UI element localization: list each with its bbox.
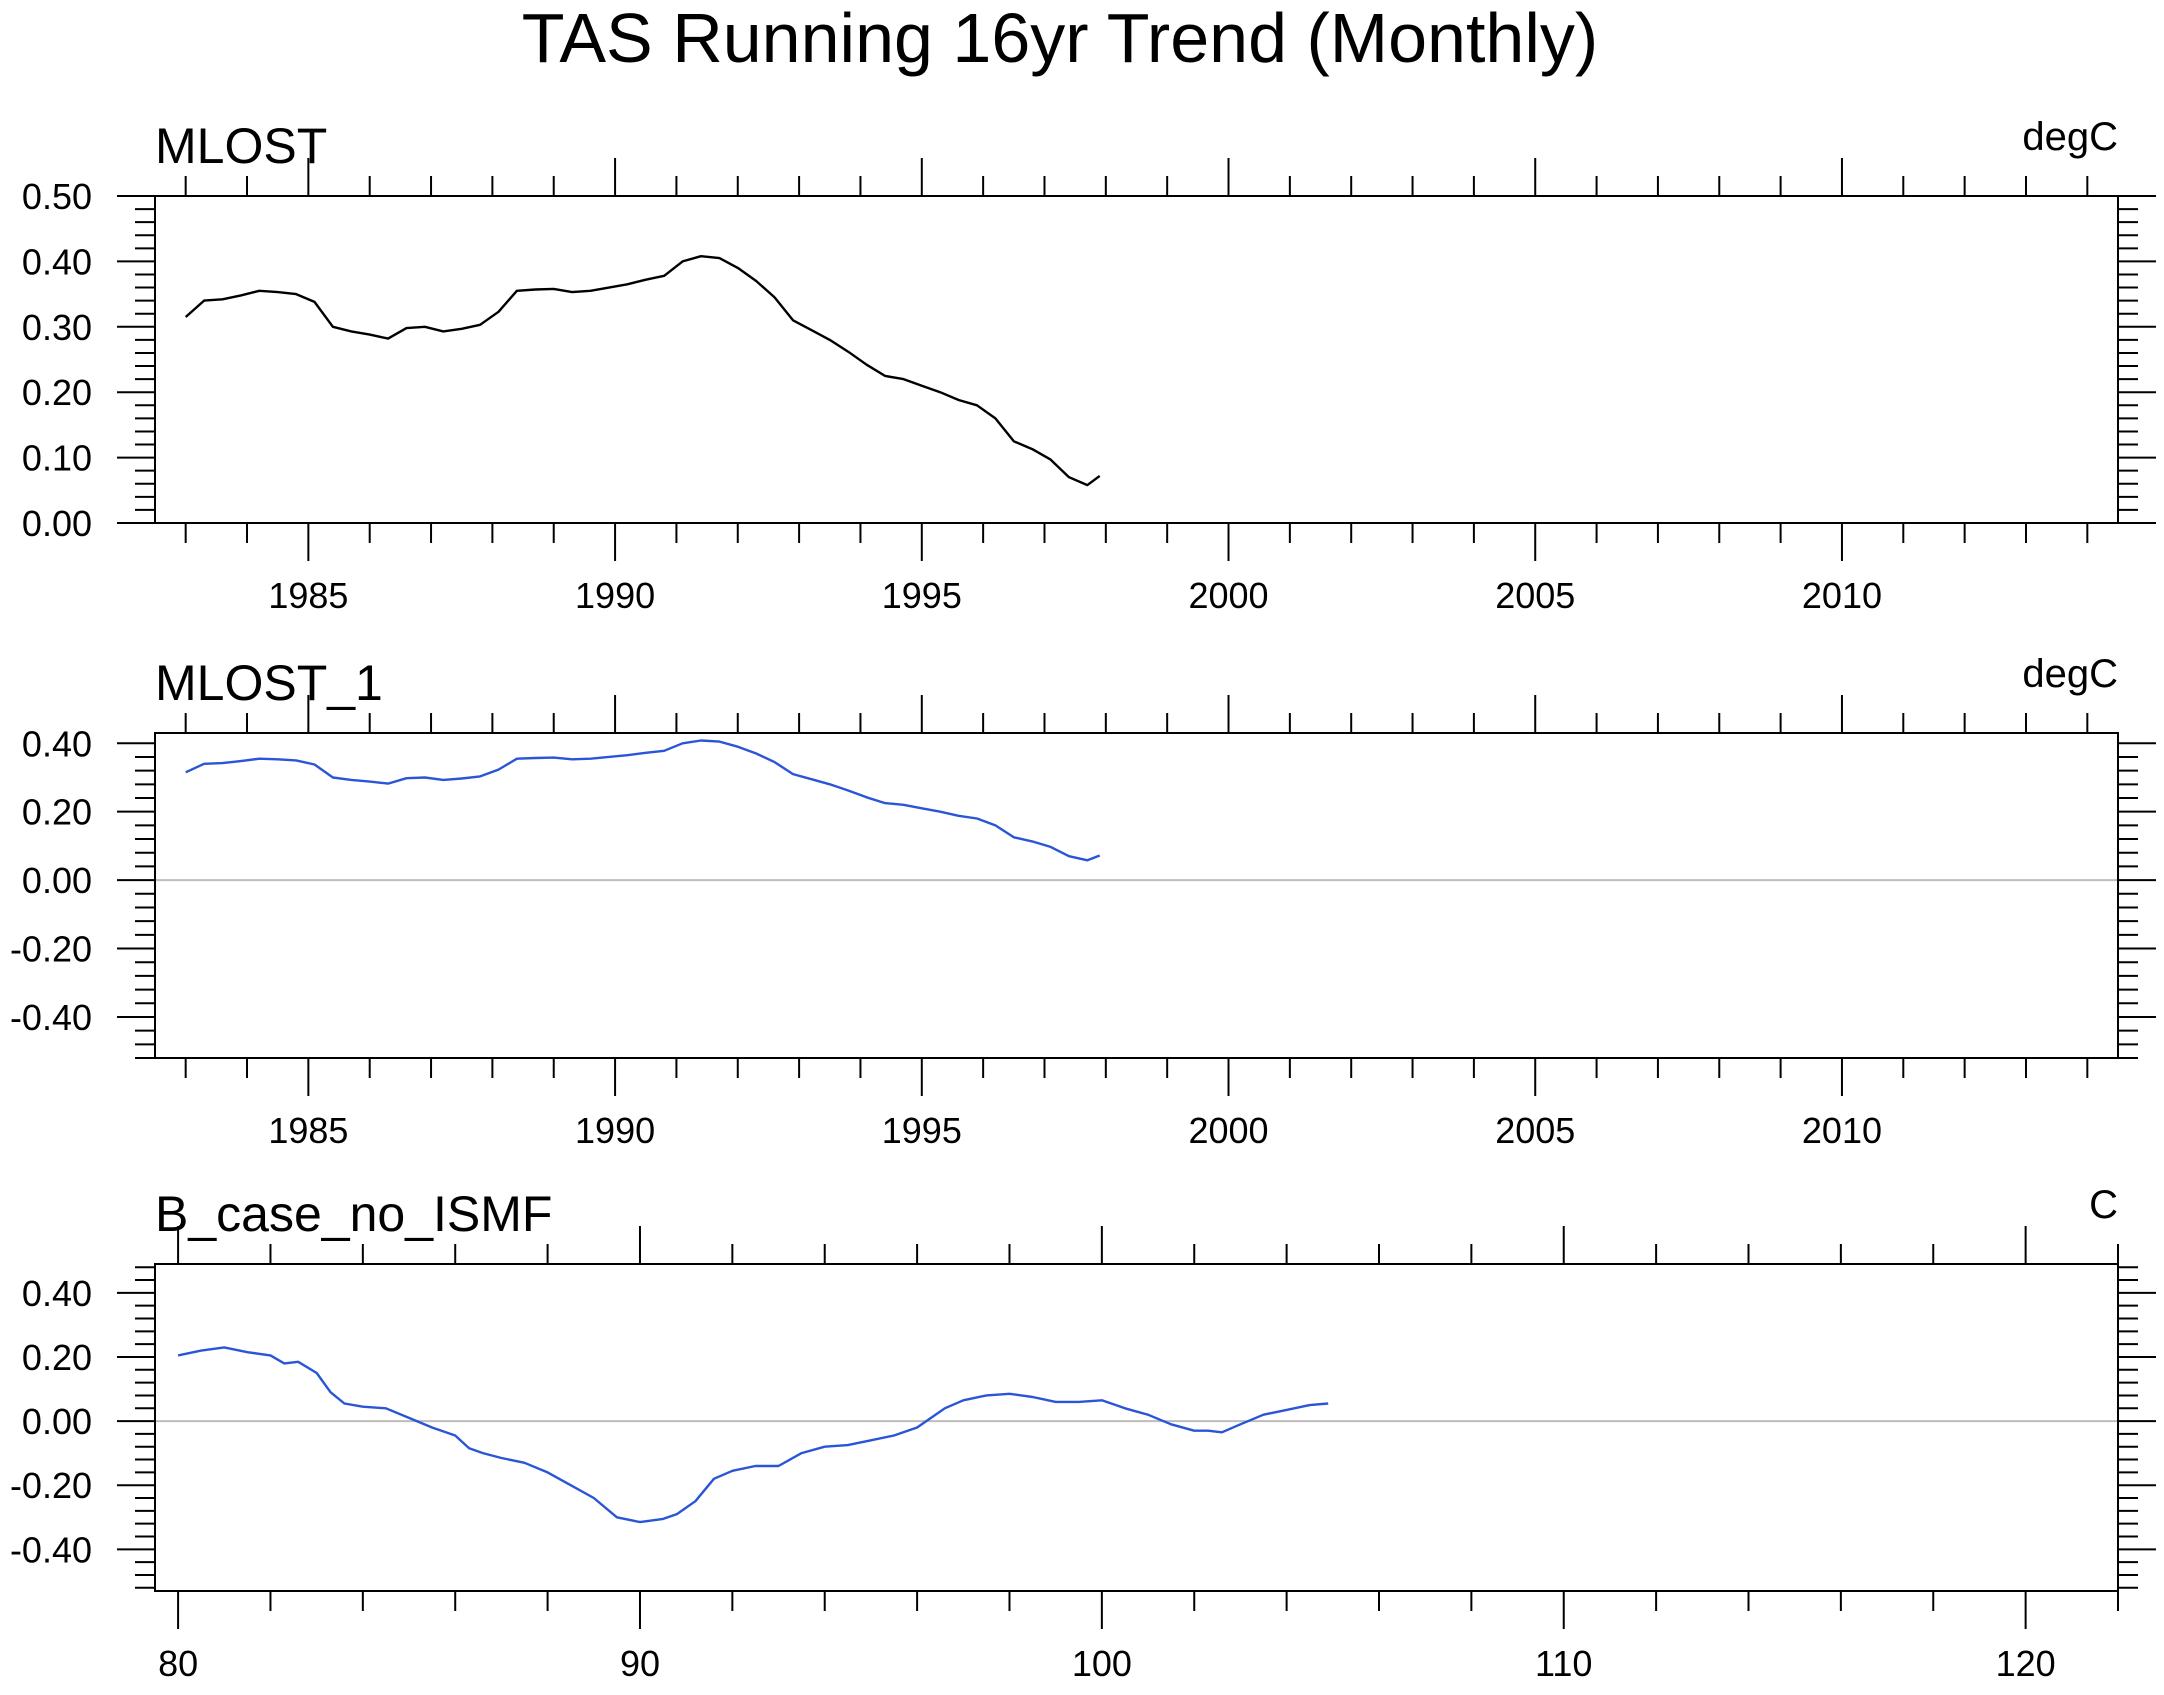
x-tick-label: 90 bbox=[620, 1643, 660, 1684]
x-tick-label: 1995 bbox=[882, 575, 962, 616]
x-tick-label: 1990 bbox=[575, 575, 655, 616]
x-tick-label: 2000 bbox=[1188, 575, 1268, 616]
units-label: degC bbox=[2022, 652, 2118, 696]
y-tick-label: 0.40 bbox=[22, 241, 92, 282]
x-tick-label: 80 bbox=[158, 1643, 198, 1684]
y-tick-label: 0.30 bbox=[22, 307, 92, 348]
plot-frame bbox=[154, 1263, 2119, 1592]
y-tick-label: 0.20 bbox=[22, 792, 92, 833]
y-tick-label: -0.20 bbox=[10, 1465, 92, 1506]
panel-title: MLOST bbox=[155, 118, 327, 174]
y-tick-label: 0.40 bbox=[22, 723, 92, 764]
panel-1: MLOST degC 1985 1990 1995 2000 2005 2010 0.00 0.1… bbox=[22, 115, 2156, 616]
x-tick-label: 1985 bbox=[268, 575, 348, 616]
y-tick-label: 0.20 bbox=[22, 372, 92, 413]
panel-title: B_case_no_ISMF bbox=[155, 1186, 552, 1242]
x-tick-label: 120 bbox=[1996, 1643, 2056, 1684]
plot-frame bbox=[154, 195, 2119, 524]
plot-frame bbox=[154, 732, 2119, 1059]
x-tick-label: 2005 bbox=[1495, 575, 1575, 616]
series-line bbox=[184, 255, 1101, 487]
figure-title: TAS Running 16yr Trend (Monthly) bbox=[522, 0, 1598, 77]
panel-title: MLOST_1 bbox=[155, 655, 383, 711]
units-label: C bbox=[2089, 1183, 2118, 1227]
y-tick-label: 0.00 bbox=[22, 860, 92, 901]
x-tick-label: 1985 bbox=[268, 1110, 348, 1151]
x-tick-label: 100 bbox=[1072, 1643, 1132, 1684]
x-tick-label: 1995 bbox=[882, 1110, 962, 1151]
series-line bbox=[177, 1346, 1329, 1524]
y-tick-label: 0.10 bbox=[22, 438, 92, 479]
y-tick-label: 0.20 bbox=[22, 1337, 92, 1378]
y-tick-label: -0.20 bbox=[10, 929, 92, 970]
x-tick-label: 2010 bbox=[1802, 1110, 1882, 1151]
x-tick-label: 2010 bbox=[1802, 575, 1882, 616]
y-tick-label: 0.00 bbox=[22, 1401, 92, 1442]
panel-2: MLOST_1 degC 1985 1990 1995 2000 2005 2010 -0.40… bbox=[10, 652, 2156, 1151]
y-tick-label: 0.40 bbox=[22, 1273, 92, 1314]
y-tick-label: 0.50 bbox=[22, 176, 92, 217]
units-label: degC bbox=[2022, 115, 2118, 159]
y-tick-label: -0.40 bbox=[10, 1529, 92, 1570]
x-tick-label: 110 bbox=[1535, 1643, 1592, 1684]
x-tick-label: 2005 bbox=[1495, 1110, 1575, 1151]
y-tick-label: 0.00 bbox=[22, 503, 92, 544]
x-tick-label: 1990 bbox=[575, 1110, 655, 1151]
x-tick-label: 2000 bbox=[1188, 1110, 1268, 1151]
y-tick-label: -0.40 bbox=[10, 997, 92, 1038]
panel-3: B_case_no_ISMF C 80 90 100 110 120 -0.40 -0.20 0.… bbox=[10, 1183, 2156, 1684]
series-line bbox=[185, 739, 1101, 862]
